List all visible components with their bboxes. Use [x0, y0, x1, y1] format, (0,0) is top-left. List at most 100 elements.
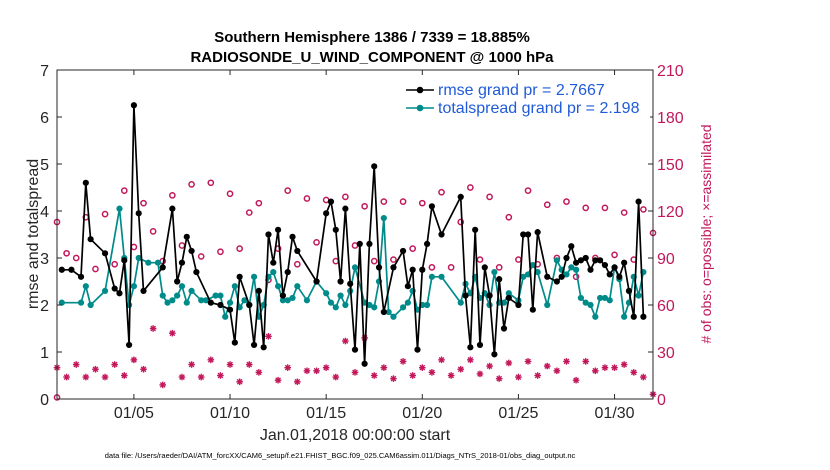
rmse-point	[265, 231, 272, 238]
possible-obs-point	[640, 206, 647, 213]
possible-obs-point	[245, 209, 253, 216]
asterisk-stroke	[236, 378, 243, 385]
rmse-point	[390, 264, 397, 271]
y-right-tick-label: 120	[657, 204, 684, 221]
totalspread-point	[279, 297, 287, 304]
totalspread-point	[380, 214, 387, 222]
possible-obs-point	[313, 238, 320, 246]
totalspread-point	[337, 292, 344, 299]
possible-obs-point	[293, 260, 301, 268]
rmse-point	[77, 273, 85, 280]
rmse-point	[597, 257, 604, 264]
assimilated-obs-point	[169, 329, 176, 337]
chart-title: Southern Hemisphere 1386 / 7339 = 18.885…	[214, 29, 530, 46]
assimilated-obs-point	[380, 364, 388, 371]
possible-obs-point	[111, 260, 119, 268]
rmse-point	[467, 344, 474, 351]
assimilated-obs-point	[342, 337, 349, 345]
totalspread-point	[250, 273, 258, 280]
y-tick-label: 2	[40, 298, 49, 315]
totalspread-point	[428, 273, 436, 280]
y-tick-label: 7	[40, 63, 49, 80]
asterisk-stroke	[400, 358, 406, 365]
rmse-point	[621, 259, 628, 266]
asterisk-stroke	[352, 369, 358, 376]
rmse-point	[375, 264, 383, 271]
assimilated-obs-point	[207, 356, 215, 364]
possible-obs-point	[140, 199, 147, 207]
rmse-point	[491, 351, 498, 358]
rmse-point	[457, 193, 464, 200]
assimilated-obs-point	[524, 358, 532, 365]
possible-obs-point	[226, 190, 234, 198]
assimilated-obs-point	[438, 356, 445, 364]
rmse-point	[231, 339, 238, 346]
totalspread-point	[58, 299, 65, 306]
legend-box	[400, 76, 650, 121]
assimilated-obs-point	[92, 365, 99, 373]
rmse-point	[520, 231, 527, 238]
assimilated-obs-point	[563, 358, 570, 365]
assimilated-obs-point	[188, 361, 195, 368]
assimilated-obs-point	[120, 372, 128, 379]
totalspread-point	[592, 313, 599, 320]
asterisk-stroke	[313, 367, 320, 374]
rmse-point	[500, 325, 508, 332]
rmse-point	[174, 278, 181, 285]
totalspread-point	[183, 299, 190, 306]
assimilated-obs-point	[303, 367, 311, 375]
rmse-point	[361, 360, 368, 367]
assimilated-obs-point	[274, 376, 282, 384]
possible-obs-point	[447, 264, 455, 271]
rmse-point	[587, 266, 594, 273]
assimilated-obs-point	[601, 364, 609, 371]
assimilated-obs-point	[572, 376, 580, 384]
totalspread-point	[385, 308, 392, 316]
asterisk-stroke	[217, 372, 224, 379]
possible-obs-point	[92, 265, 99, 273]
asterisk-stroke	[371, 372, 378, 379]
legend-spread-label: totalspread grand pr = 2.198	[438, 100, 640, 117]
asterisk-stroke	[207, 356, 214, 363]
x-tick-label: 01/25	[498, 405, 538, 422]
assimilated-obs-point	[515, 373, 522, 381]
footnote: data file: /Users/raeder/DAI/ATM_forcXX/…	[105, 451, 576, 460]
asterisk-stroke	[294, 378, 301, 385]
asterisk-stroke	[563, 358, 570, 365]
possible-obs-point	[72, 254, 80, 262]
possible-obs-point	[582, 204, 590, 212]
rmse-point	[68, 266, 75, 273]
totalspread-point	[154, 259, 162, 266]
asterisk-stroke	[467, 356, 474, 363]
rmse-point	[481, 264, 488, 271]
totalspread-point	[222, 313, 229, 320]
possible-obs-point	[563, 198, 570, 205]
asterisk-stroke	[332, 374, 339, 380]
totalspread-point	[553, 257, 560, 264]
rmse-point	[553, 278, 560, 285]
y-tick-label: 3	[40, 251, 49, 268]
rmse-point	[82, 179, 89, 186]
asterisk-stroke	[505, 360, 512, 366]
legend-spread-marker	[416, 104, 424, 112]
rmse-point	[226, 306, 234, 313]
possible-obs-point	[505, 213, 513, 221]
assimilated-obs-point	[611, 364, 618, 371]
assimilated-obs-point	[582, 358, 590, 365]
rmse-point	[313, 278, 320, 285]
rmse-point	[438, 231, 445, 238]
asterisk-stroke	[275, 377, 281, 384]
asterisk-stroke	[342, 338, 349, 344]
asterisk-stroke	[486, 363, 493, 369]
asterisk-stroke	[150, 325, 157, 332]
rmse-point	[635, 198, 642, 205]
y-axis-label: rmse and totalspread	[25, 159, 42, 309]
totalspread-point	[621, 313, 628, 320]
rmse-point	[250, 341, 258, 349]
rmse-point	[217, 301, 224, 309]
rmse-point	[515, 301, 522, 309]
totalspread-point	[577, 294, 585, 302]
asterisk-stroke	[255, 369, 262, 376]
rmse-point	[404, 283, 411, 290]
